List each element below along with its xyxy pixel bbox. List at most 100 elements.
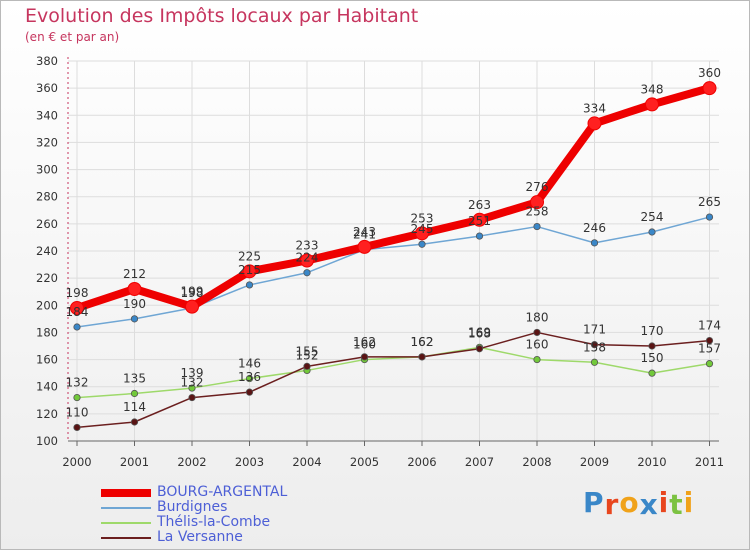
data-point-burdignes — [648, 228, 656, 236]
data-label-burdignes: 224 — [296, 251, 319, 265]
data-point-burdignes — [303, 269, 311, 277]
logo-letter: r — [604, 488, 620, 521]
data-label-la-versanne: 136 — [238, 370, 261, 384]
series-line-burdignes — [76, 216, 711, 328]
data-point-burdignes — [418, 240, 426, 248]
data-point-th-lis-la-combe — [73, 393, 81, 402]
legend-swatch — [101, 489, 151, 497]
legend-label: BOURG-ARGENTAL — [157, 484, 288, 500]
y-tick-label: 240 — [36, 244, 58, 258]
x-tick-label: 2005 — [350, 455, 379, 469]
data-label-la-versanne: 170 — [641, 324, 664, 338]
data-point-la-versanne — [360, 353, 369, 361]
logo-letter: x — [639, 488, 659, 521]
data-label-la-versanne: 155 — [296, 344, 319, 358]
data-label-burdignes: 198 — [181, 286, 204, 300]
data-point-la-versanne — [73, 423, 81, 432]
proxiti-logo: Proxiti — [583, 486, 694, 521]
x-tick-label: 2001 — [120, 455, 149, 469]
legend-label: La Versanne — [157, 529, 243, 545]
y-tick-label: 140 — [36, 380, 58, 394]
data-point-th-lis-la-combe — [648, 369, 656, 377]
legend-label: Burdignes — [157, 499, 228, 515]
data-label-th-lis-la-combe: 139 — [181, 366, 204, 380]
legend-swatch — [101, 507, 151, 509]
y-tick-label: 380 — [36, 54, 58, 68]
data-label-bourg-argental: 334 — [583, 101, 606, 115]
x-tick-label: 2010 — [637, 455, 666, 469]
logo-letter: t — [669, 488, 684, 521]
data-label-th-lis-la-combe: 169 — [468, 325, 491, 339]
data-point-bourg-argental — [415, 226, 429, 241]
data-label-la-versanne: 162 — [411, 335, 434, 349]
data-point-la-versanne — [533, 328, 541, 337]
data-label-th-lis-la-combe: 152 — [296, 348, 319, 362]
data-label-la-versanne: 180 — [526, 310, 549, 324]
data-label-th-lis-la-combe: 158 — [583, 340, 606, 354]
data-label-th-lis-la-combe: 150 — [641, 351, 664, 365]
data-point-la-versanne — [130, 418, 139, 426]
series-line-la-versanne — [76, 331, 711, 429]
data-label-bourg-argental: 360 — [698, 66, 721, 80]
y-tick-label: 220 — [36, 271, 58, 285]
data-point-la-versanne — [590, 341, 599, 349]
data-point-la-versanne — [705, 336, 714, 345]
data-point-bourg-argental — [587, 116, 602, 131]
data-label-burdignes: 215 — [238, 263, 261, 277]
y-tick-label: 160 — [36, 353, 58, 367]
data-point-bourg-argental — [357, 239, 372, 254]
data-label-burdignes: 254 — [641, 210, 664, 224]
legend-swatch — [101, 537, 151, 539]
data-label-bourg-argental: 253 — [411, 211, 434, 225]
data-label-bourg-argental: 212 — [123, 267, 146, 281]
series-la-versanne — [73, 328, 714, 432]
data-label-bourg-argental: 198 — [66, 286, 89, 300]
x-tick-label: 2004 — [292, 455, 321, 469]
data-label-burdignes: 184 — [66, 305, 89, 319]
data-point-bourg-argental — [472, 212, 487, 227]
data-point-bourg-argental — [645, 97, 659, 112]
data-label-la-versanne: 174 — [698, 319, 721, 333]
series-bourg-argental — [70, 81, 717, 315]
y-tick-label: 180 — [36, 325, 58, 339]
series-line-th-lis-la-combe — [76, 346, 711, 399]
data-point-burdignes — [245, 281, 254, 289]
x-tick-label: 2007 — [465, 455, 494, 469]
data-label-bourg-argental: 243 — [353, 225, 376, 239]
data-point-burdignes — [130, 315, 139, 323]
data-point-bourg-argental — [530, 195, 544, 210]
data-point-bourg-argental — [300, 253, 314, 268]
data-label-th-lis-la-combe: 132 — [66, 376, 89, 390]
data-label-burdignes: 246 — [583, 221, 606, 235]
data-point-bourg-argental — [70, 301, 84, 315]
x-tick-label: 2002 — [177, 455, 206, 469]
data-label-la-versanne: 168 — [468, 327, 491, 341]
x-tick-label: 2003 — [235, 455, 264, 469]
data-label-la-versanne: 132 — [181, 376, 204, 390]
data-label-burdignes: 241 — [353, 228, 376, 242]
data-point-la-versanne — [245, 388, 254, 396]
data-label-bourg-argental: 233 — [296, 239, 319, 253]
y-tick-label: 360 — [36, 81, 58, 95]
y-tick-label: 320 — [36, 135, 58, 149]
data-point-la-versanne — [188, 393, 196, 402]
y-tick-label: 280 — [36, 190, 58, 204]
data-point-burdignes — [73, 323, 81, 331]
grid-layer — [68, 60, 719, 442]
chart-title: Evolution des Impôts locaux par Habitant — [25, 5, 419, 27]
data-point-la-versanne — [648, 342, 656, 350]
series-layer — [70, 81, 717, 432]
legend-swatch — [101, 522, 151, 524]
data-point-la-versanne — [303, 362, 311, 370]
data-label-th-lis-la-combe: 162 — [411, 335, 434, 349]
data-point-bourg-argental — [127, 282, 142, 296]
chart-subtitle: (en € et par an) — [25, 30, 120, 44]
data-label-th-lis-la-combe: 146 — [238, 357, 261, 371]
data-label-th-lis-la-combe: 160 — [526, 338, 549, 352]
data-point-th-lis-la-combe — [130, 389, 139, 398]
data-label-burdignes: 265 — [698, 195, 721, 209]
x-tick-label: 2011 — [695, 455, 724, 469]
legend-label: Thélis-la-Combe — [157, 514, 271, 530]
